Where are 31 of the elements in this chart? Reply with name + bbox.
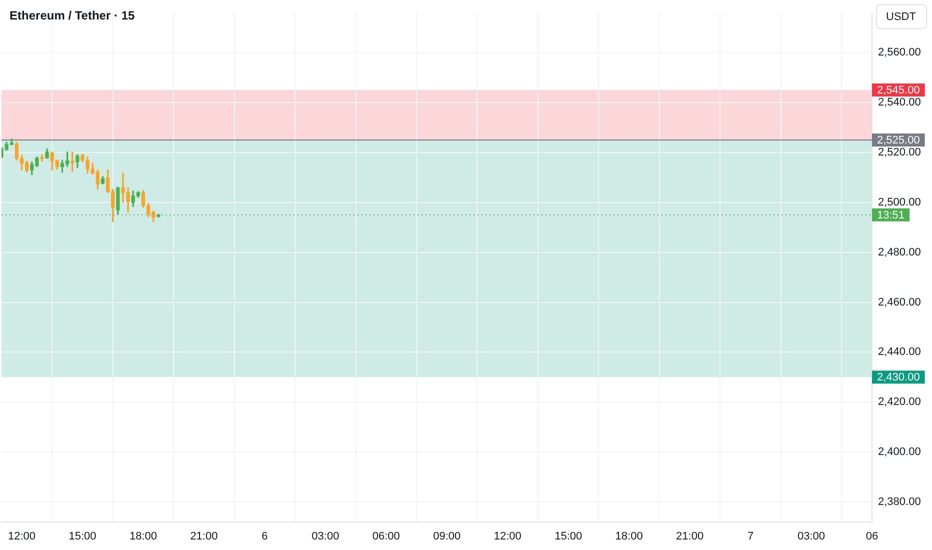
x-tick-label: 15:00 [554, 530, 582, 543]
y-tick-label: 2,500.00 [878, 196, 921, 208]
annotation: 13:51 [877, 209, 905, 222]
x-tick-label: 12:00 [8, 530, 36, 543]
x-tick-label: 18:00 [615, 530, 643, 543]
y-tick-label: 2,440.00 [878, 346, 921, 358]
x-tick-label: 6 [262, 530, 268, 543]
x-tick-label: 06 [866, 530, 878, 543]
ref-line-label: 2,525.00 [877, 134, 920, 146]
y-tick-label: 2,460.00 [878, 296, 921, 308]
y-axis-title: USDT [886, 11, 916, 24]
band-label: 2,430.00 [877, 372, 920, 384]
y-tick-label: 2,540.00 [878, 96, 921, 109]
x-tick-label: 15:00 [68, 530, 96, 543]
x-tick-label: 06:00 [372, 530, 400, 543]
x-tick-label: 12:00 [494, 530, 522, 543]
x-tick-label: 03:00 [312, 530, 340, 543]
y-tick-label: 2,560.00 [878, 46, 921, 59]
y-tick-label: 2,520.00 [878, 146, 921, 158]
y-tick-label: 2,380.00 [878, 496, 921, 508]
chart-title: Ethereum / Tether · 15 [10, 8, 135, 22]
x-tick-label: 18:00 [129, 530, 157, 543]
y-tick-label: 2,480.00 [878, 246, 921, 258]
y-tick-label: 2,420.00 [878, 396, 921, 408]
x-tick-label: 21:00 [190, 530, 218, 543]
band-label: 2,545.00 [877, 84, 920, 97]
x-tick-label: 09:00 [433, 530, 461, 543]
x-tick-label: 7 [747, 530, 754, 543]
x-tick-label: 03:00 [798, 530, 826, 543]
x-tick-label: 21:00 [676, 530, 704, 543]
y-tick-label: 2,400.00 [878, 446, 921, 458]
